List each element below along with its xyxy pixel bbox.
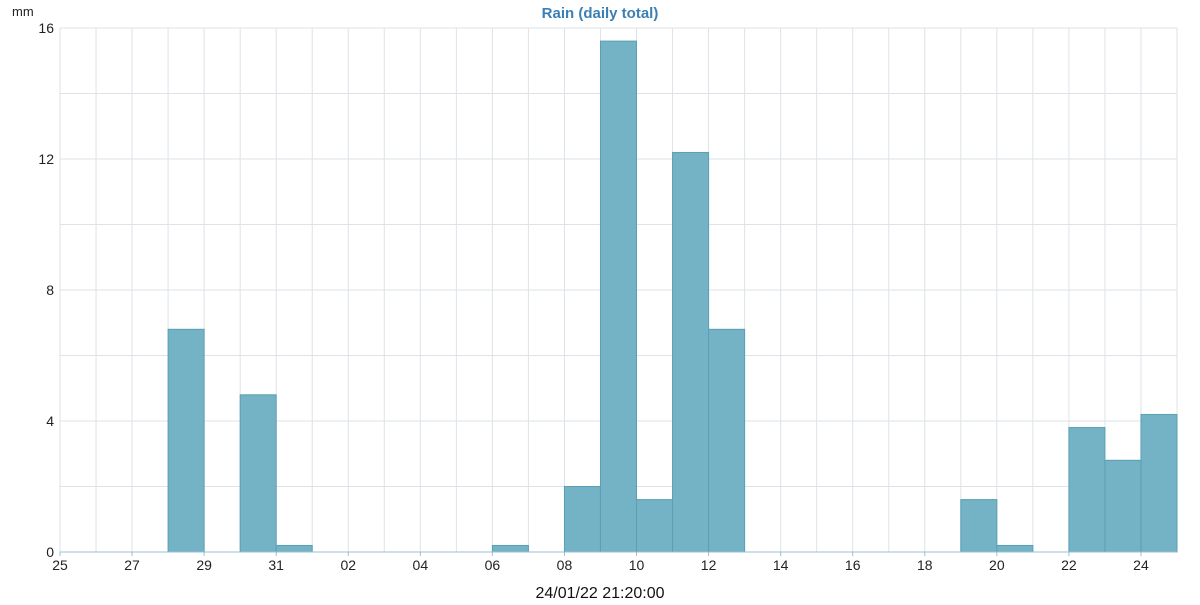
y-tick-labels: 0 4 8 12 16 <box>38 20 54 560</box>
bar-18 <box>708 328 746 553</box>
x-tick-label: 27 <box>124 557 140 573</box>
x-tick-label: 12 <box>701 557 717 573</box>
x-tick-label: 18 <box>917 557 933 573</box>
bar-16 <box>636 499 674 553</box>
x-tick-label: 08 <box>557 557 573 573</box>
y-tick-label: 16 <box>38 20 54 36</box>
x-tick-labels: 25 27 29 31 02 04 06 08 10 12 14 16 18 20 22 24 <box>52 552 1149 573</box>
x-tick-label: 16 <box>845 557 861 573</box>
bar-28 <box>1068 427 1106 553</box>
x-tick-label: 31 <box>268 557 284 573</box>
y-axis-unit-label: mm <box>12 4 34 19</box>
bar-12 <box>491 544 529 553</box>
y-tick-label: 0 <box>46 544 54 560</box>
x-tick-label: 29 <box>196 557 212 573</box>
x-tick-label: 20 <box>989 557 1005 573</box>
bar-25 <box>960 499 998 553</box>
bar-29 <box>1104 459 1142 553</box>
y-tick-label: 8 <box>46 282 54 298</box>
bar-6 <box>275 544 313 553</box>
x-tick-label: 14 <box>773 557 789 573</box>
chart-title: Rain (daily total) <box>542 5 659 22</box>
x-tick-label: 24 <box>1133 557 1149 573</box>
x-tick-label: 02 <box>340 557 356 573</box>
footer-timestamp: 24/01/22 21:20:00 <box>535 585 664 600</box>
x-tick-label: 06 <box>485 557 501 573</box>
x-tick-label: 10 <box>629 557 645 573</box>
y-tick-label: 4 <box>46 413 54 429</box>
bar-15 <box>599 40 638 553</box>
bar-30 <box>1140 413 1178 553</box>
bar-14 <box>563 486 601 553</box>
y-tick-label: 12 <box>38 151 54 167</box>
x-tick-label: 25 <box>52 557 68 573</box>
bar-3 <box>167 328 205 553</box>
bar-26 <box>996 544 1034 553</box>
bar-17 <box>672 151 710 553</box>
grid-lines <box>59 27 1178 553</box>
x-tick-label: 22 <box>1061 557 1077 573</box>
bar-5 <box>239 394 277 553</box>
x-tick-label: 04 <box>413 557 429 573</box>
